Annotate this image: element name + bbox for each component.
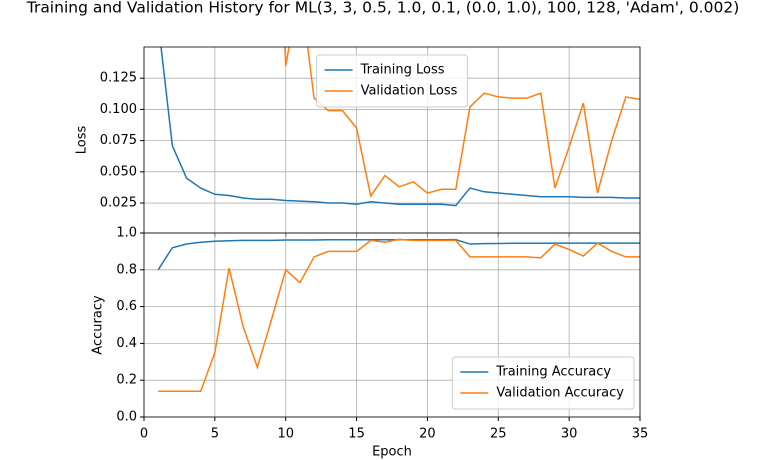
y-tick-label: 0.025 (100, 196, 137, 211)
y-tick-label: 0.050 (100, 164, 137, 179)
x-tick-label: 35 (632, 427, 649, 442)
legend-label: Training Loss (360, 63, 445, 78)
y-tick-label: 1.0 (116, 226, 137, 241)
legend-box (316, 54, 468, 108)
y-tick-label: 0.8 (116, 262, 137, 277)
y-axis-label: Loss (75, 126, 90, 155)
plot-area (160, 47, 640, 207)
y-axis-label: Accuracy (91, 295, 106, 355)
x-axis-label: Epoch (372, 445, 412, 460)
data-line (157, 238, 640, 271)
y-tick-label: 0.6 (116, 299, 137, 314)
x-tick-label: 15 (348, 427, 365, 442)
axes-frame (143, 232, 641, 418)
y-tick-label: 0.4 (116, 336, 137, 351)
legend-label: Validation Loss (361, 84, 458, 99)
y-tick-label: 0.2 (116, 373, 137, 388)
plot-area (157, 238, 640, 392)
x-tick-label: 20 (419, 427, 436, 442)
y-tick-label: 0.125 (100, 71, 137, 86)
chart-title: Training and Validation History for ML(3… (26, 0, 740, 17)
y-tick-label: 0.075 (100, 133, 137, 148)
x-tick-label: 0 (140, 427, 148, 442)
x-tick-label: 25 (490, 427, 507, 442)
x-tick-label: 10 (277, 427, 294, 442)
y-tick-label: 0.0 (116, 410, 137, 425)
data-line (158, 238, 640, 392)
legend-box (451, 356, 635, 410)
x-tick-label: 5 (211, 427, 219, 442)
y-tick-label: 0.100 (100, 102, 137, 117)
legend-label: Validation Accuracy (496, 386, 624, 401)
data-line (284, 47, 640, 198)
data-line (160, 47, 640, 207)
x-tick-label: 30 (561, 427, 578, 442)
legend-label: Training Accuracy (495, 365, 611, 380)
